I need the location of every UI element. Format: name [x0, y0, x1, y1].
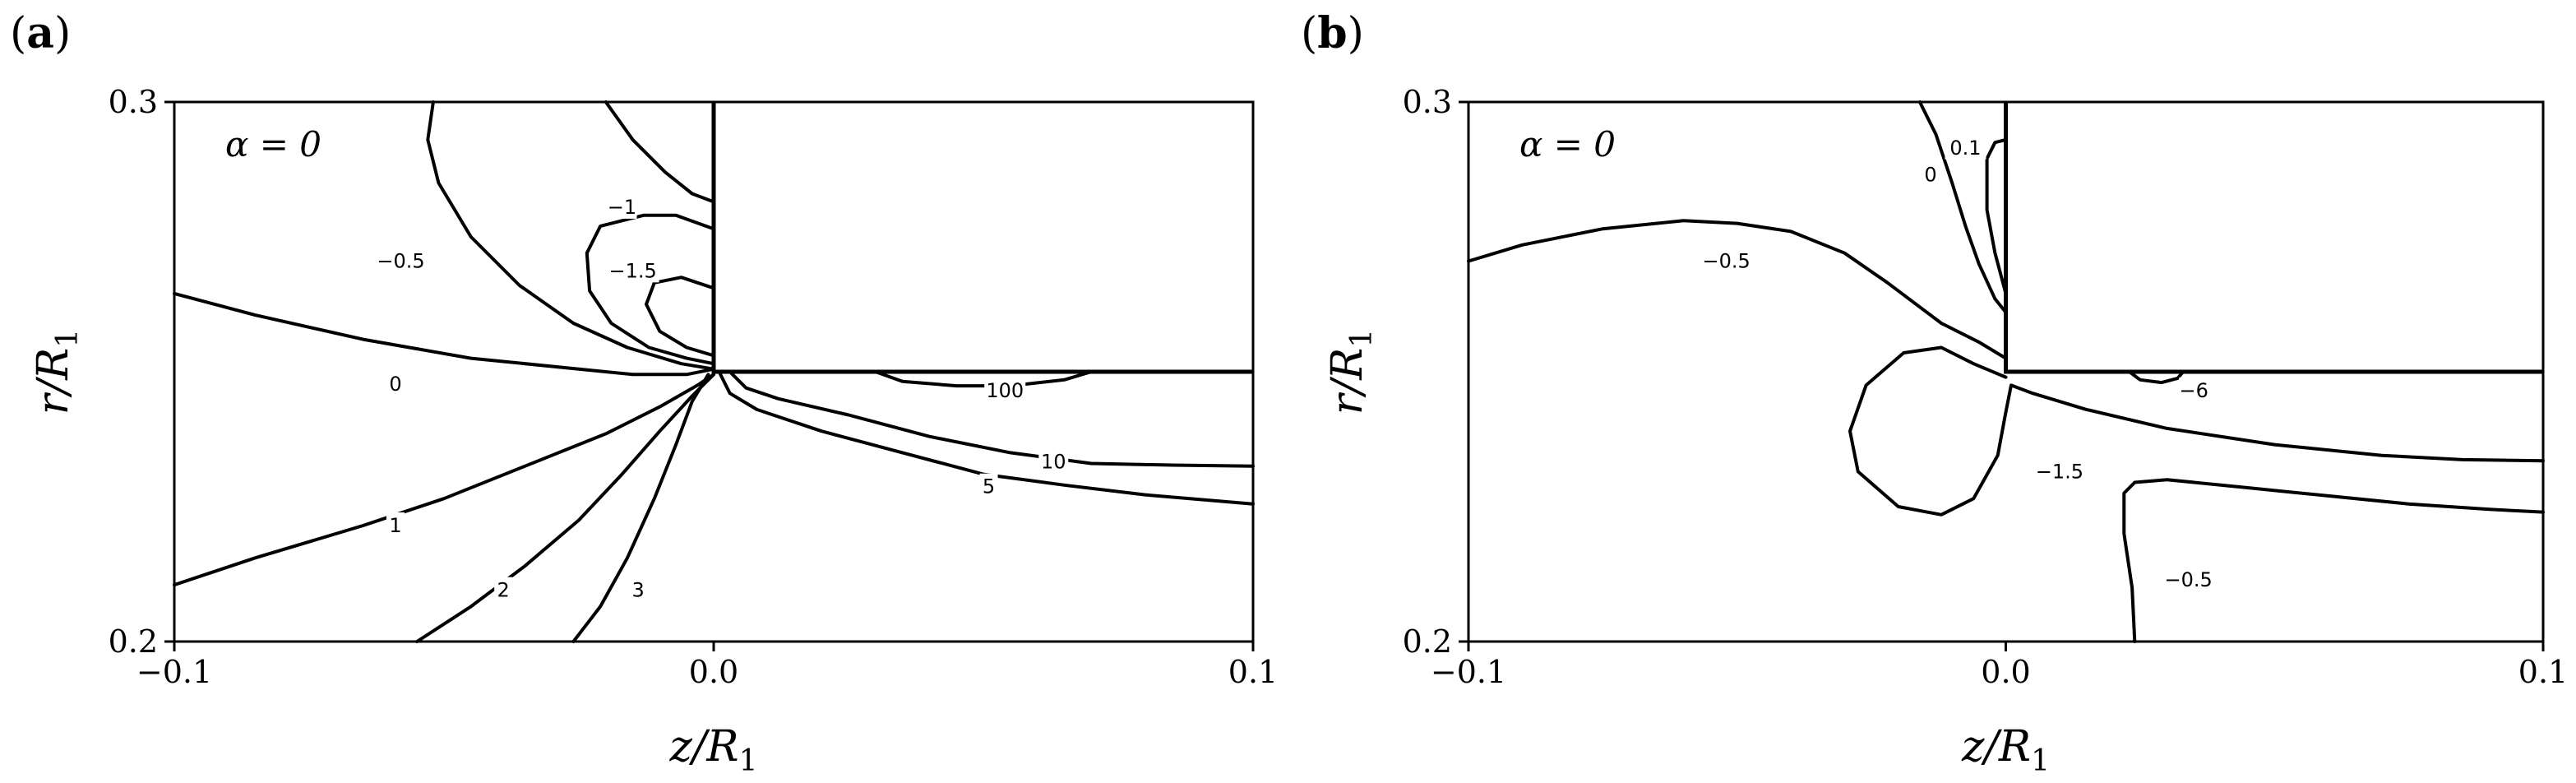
panel-label: (b)	[1301, 8, 1364, 58]
contour-label: 2	[497, 579, 510, 602]
panel-label: (a)	[10, 8, 71, 58]
contour-label: 0	[389, 373, 401, 396]
contour-label-bg	[629, 577, 648, 602]
contour-line	[585, 213, 715, 366]
contour-line	[728, 370, 1255, 468]
contour-label: −1	[608, 196, 636, 219]
y-tick-label: 0.2	[1403, 623, 1452, 660]
contour-label-bg	[374, 248, 428, 273]
contour-label-bg	[2033, 458, 2086, 484]
y-tick-label: 0.3	[1403, 84, 1452, 120]
contour-line	[173, 291, 715, 377]
geometry-corner	[711, 102, 1253, 374]
x-tick-label: 0.1	[2518, 654, 2568, 690]
contour-label-bg	[984, 377, 1026, 402]
contour-line	[1985, 137, 2008, 295]
contour-label: 1	[389, 514, 401, 537]
contour-line	[173, 373, 715, 587]
alpha-annotation: α = 0	[1519, 124, 1616, 164]
contour-label-bg	[386, 512, 405, 537]
alpha-annotation: α = 0	[225, 124, 321, 164]
contour-label-bg	[386, 371, 405, 396]
contour-label: 100	[986, 379, 1024, 402]
geometry-corner	[2004, 102, 2543, 374]
x-tick-label: 0.0	[689, 654, 738, 690]
contour-label: 0.1	[1949, 137, 1981, 160]
contour-label-bg	[1945, 134, 1986, 160]
contour-line	[426, 100, 715, 371]
contour-label-bg	[494, 577, 513, 602]
contour-line	[415, 373, 715, 643]
contour-line	[873, 370, 1094, 388]
contour-line	[1917, 100, 2008, 314]
x-tick-label: 0.1	[1228, 654, 1278, 690]
contour-line	[2127, 370, 2185, 385]
contour-label-bg	[607, 193, 637, 219]
contour-label-bg	[606, 257, 659, 283]
x-axis-label: z/R1	[669, 722, 758, 778]
contour-line	[717, 370, 1255, 506]
contour-line	[645, 276, 715, 358]
contour-label-bg	[1700, 248, 1753, 273]
x-axis-label: z/R1	[1961, 722, 2050, 778]
y-tick-label: 0.2	[109, 623, 158, 660]
y-axis-label: r/R1	[1323, 329, 1379, 415]
contour-label: 5	[983, 475, 995, 498]
contour-label-bg	[1922, 161, 1940, 187]
contour-line	[604, 100, 715, 204]
y-tick-label: 0.3	[109, 84, 158, 120]
contour-line	[2122, 478, 2545, 643]
x-tick-label: 0.0	[1981, 654, 2030, 690]
contour-label: −1.5	[2036, 460, 2083, 483]
contour-label-bg	[1038, 448, 1069, 474]
contour-label-bg	[2179, 377, 2209, 402]
panel-b: (b) −0.5 0 0.1 −1.5 −0.5 −6 −0.1 0.0 0.1 0.2 0.3 z/R…	[1301, 8, 2568, 778]
contour-label: 10	[1041, 451, 1066, 474]
contour-line	[571, 373, 710, 643]
contour-line	[1848, 345, 2545, 517]
contour-label: 3	[632, 579, 645, 602]
contour-label-bg	[979, 473, 998, 498]
contour-label-bg	[2162, 567, 2215, 592]
y-axis-label: r/R1	[29, 329, 85, 415]
contour-label: −0.5	[1703, 250, 1750, 273]
panel-a: (a) −0.5 −1 −1.5 0 1 2 3 100 10 5 −0.1 0.0 0.1 0.2 0.3 z…	[10, 8, 1278, 778]
contour-label: −0.5	[377, 250, 424, 273]
contour-label: −0.5	[2165, 568, 2213, 591]
contour-label: 0	[1924, 164, 1936, 187]
contour-label: −6	[2180, 379, 2208, 402]
x-tick-label: −0.1	[1431, 654, 1506, 690]
contour-label: −1.5	[608, 259, 656, 282]
contour-line	[1467, 219, 2008, 360]
x-tick-label: −0.1	[136, 654, 212, 690]
